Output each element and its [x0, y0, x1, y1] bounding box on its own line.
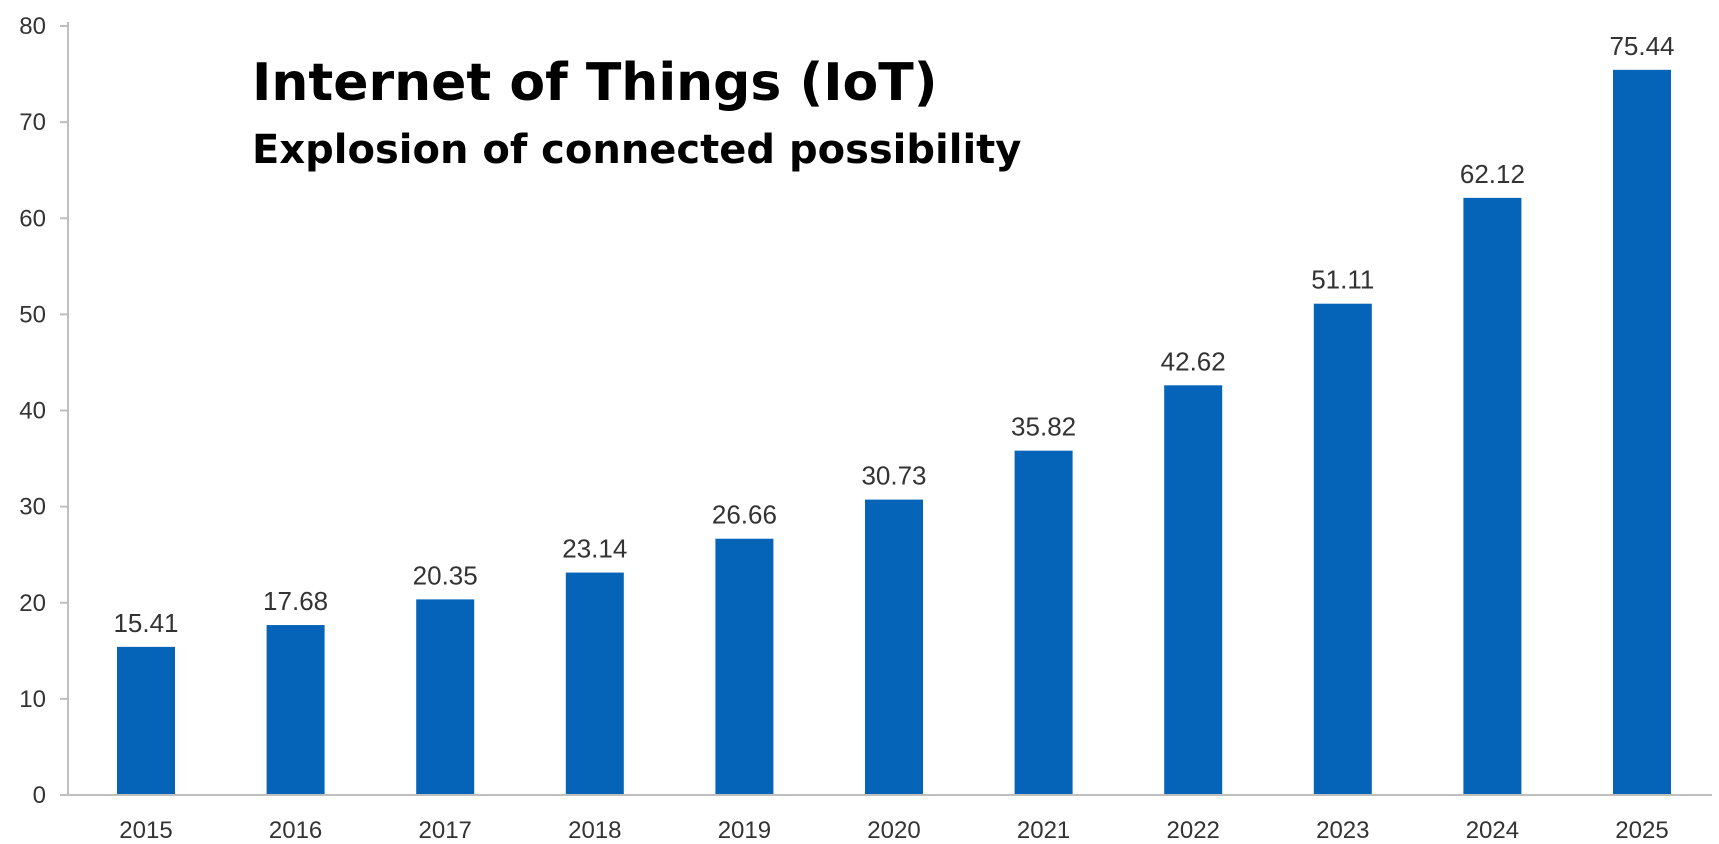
x-tick-label-2025: 2025 [1615, 817, 1668, 844]
y-tick-label: 70 [19, 109, 46, 136]
bar-2017 [416, 599, 475, 795]
x-tick-label-2021: 2021 [1017, 817, 1070, 844]
data-label-2020: 30.73 [861, 461, 926, 491]
bar-2021 [1014, 450, 1073, 795]
bar-2024 [1463, 197, 1522, 795]
data-label-2023: 51.11 [1311, 265, 1374, 295]
bars [117, 69, 1671, 795]
data-label-2021: 35.82 [1011, 412, 1076, 442]
y-tick-label: 40 [19, 398, 46, 425]
y-tick-label: 10 [19, 686, 46, 713]
x-tick-label-2015: 2015 [119, 817, 172, 844]
y-tick-label: 0 [33, 782, 46, 809]
data-label-2018: 23.14 [562, 534, 627, 564]
bar-2019 [715, 538, 774, 795]
bar-2025 [1613, 69, 1671, 795]
y-tick-label: 20 [19, 590, 46, 617]
chart-title: Internet of Things (IoT) [252, 53, 938, 113]
y-axis: 0 10 20 30 40 50 60 70 80 [19, 13, 69, 809]
bar-2016 [266, 625, 325, 795]
x-tick-label-2018: 2018 [568, 817, 621, 844]
x-tick-label-2019: 2019 [718, 817, 771, 844]
data-label-2015: 15.41 [113, 608, 178, 638]
data-label-2019: 26.66 [712, 500, 777, 530]
x-tick-label-2022: 2022 [1167, 817, 1220, 844]
y-tick-label: 60 [19, 205, 46, 232]
x-tick-label-2024: 2024 [1466, 817, 1519, 844]
bar-2015 [117, 646, 175, 795]
bar-2022 [1164, 385, 1223, 795]
data-label-2017: 20.35 [413, 560, 478, 590]
data-label-2016: 17.68 [263, 586, 328, 616]
y-tick-label: 80 [19, 13, 46, 40]
x-tick-label-2020: 2020 [867, 817, 920, 844]
y-tick-label: 50 [19, 301, 46, 328]
x-tick-label-2023: 2023 [1316, 817, 1369, 844]
chart-subtitle: Explosion of connected possibility [252, 127, 1021, 173]
data-label-2024: 62.12 [1460, 159, 1525, 189]
x-axis: 2015 2016 2017 2018 2019 2020 2021 2022 2023 2024… [68, 794, 1712, 844]
bar-2023 [1313, 303, 1372, 795]
x-tick-label-2016: 2016 [269, 817, 322, 844]
x-tick-label-2017: 2017 [419, 817, 472, 844]
data-label-2025: 75.44 [1609, 31, 1674, 61]
data-labels: 15.41 17.68 20.35 23.14 26.66 30.73 35.82 42.62… [113, 31, 1674, 638]
y-tick-label: 30 [19, 494, 46, 521]
bar-2018 [565, 572, 624, 795]
bar-2020 [865, 499, 923, 795]
data-label-2022: 42.62 [1161, 346, 1226, 376]
